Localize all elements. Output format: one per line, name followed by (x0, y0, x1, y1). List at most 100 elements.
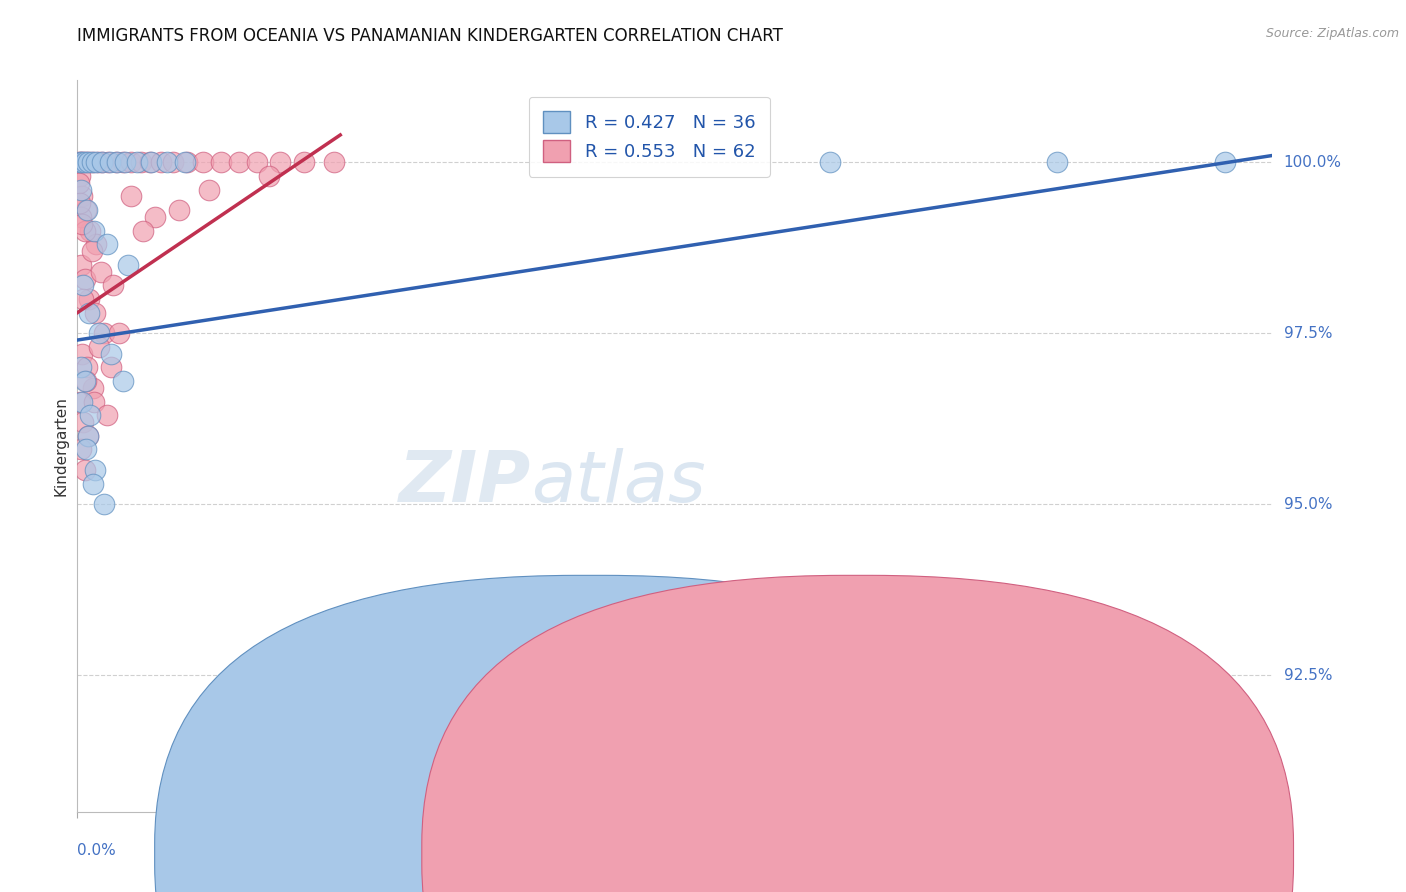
Point (114, 155, 136, 169)
Point (76, 360, 98, 375)
Legend: R = 0.427   N = 36, R = 0.553   N = 62: R = 0.427 N = 36, R = 0.553 N = 62 (529, 96, 769, 177)
Y-axis label: Kindergarten: Kindergarten (53, 396, 69, 496)
Point (79, 409, 101, 423)
Point (75, 442, 97, 457)
Point (132, 224, 155, 238)
Point (79, 306, 101, 320)
Point (156, 155, 179, 169)
Point (67, 155, 90, 169)
Point (84, 306, 107, 320)
Point (820, 155, 842, 169)
Point (127, 155, 149, 169)
Point (73, 155, 96, 169)
Point (1213, 155, 1236, 169)
Point (70, 155, 93, 169)
Text: 0.0%: 0.0% (77, 843, 117, 858)
Point (104, 155, 127, 169)
Text: 95.0%: 95.0% (1284, 497, 1331, 512)
Point (80, 155, 103, 169)
Point (100, 360, 122, 375)
Point (70, 217, 93, 231)
Point (75, 374, 97, 388)
Point (82, 155, 104, 169)
Point (93, 326, 115, 341)
Point (257, 169, 280, 183)
Point (69, 169, 91, 183)
Point (69, 196, 91, 211)
Point (72, 292, 94, 306)
Text: 100.0%: 100.0% (1284, 155, 1341, 169)
Point (80, 244, 103, 259)
Point (77, 429, 100, 443)
Point (93, 497, 115, 511)
Point (79, 155, 101, 169)
Text: IMMIGRANTS FROM OCEANIA VS PANAMANIAN KINDERGARTEN CORRELATION CHART: IMMIGRANTS FROM OCEANIA VS PANAMANIAN KI… (77, 27, 783, 45)
Point (294, 155, 316, 169)
Point (129, 155, 152, 169)
Point (111, 155, 134, 169)
Point (162, 155, 184, 169)
Text: Immigrants from Oceania: Immigrants from Oceania (612, 847, 789, 862)
Point (246, 155, 269, 169)
Point (120, 155, 142, 169)
Point (86, 155, 108, 169)
Point (96, 409, 118, 423)
Point (141, 155, 163, 169)
Point (98, 155, 121, 169)
Point (67, 176, 90, 190)
Point (69, 394, 91, 409)
Text: 97.5%: 97.5% (1284, 326, 1331, 341)
Point (79, 292, 101, 306)
Point (117, 258, 139, 272)
Point (103, 278, 124, 293)
Text: atlas: atlas (531, 448, 706, 517)
Point (70, 183, 93, 197)
Point (70, 258, 93, 272)
Point (82, 381, 104, 395)
Point (70, 155, 93, 169)
Point (176, 155, 198, 169)
Point (108, 326, 131, 341)
Point (82, 476, 104, 491)
Point (150, 155, 173, 169)
Point (174, 155, 197, 169)
Point (75, 203, 97, 218)
Point (84, 463, 107, 477)
Point (167, 203, 190, 218)
Point (86, 155, 108, 169)
Point (86, 237, 108, 252)
Point (1046, 155, 1069, 169)
Point (75, 155, 97, 169)
Point (70, 347, 93, 361)
Point (70, 189, 93, 203)
Point (270, 155, 292, 169)
Point (87, 326, 110, 341)
Text: ZIP: ZIP (399, 448, 531, 517)
Point (69, 155, 91, 169)
Point (100, 347, 122, 361)
Point (111, 374, 134, 388)
Point (120, 189, 142, 203)
Point (77, 155, 100, 169)
Point (197, 183, 219, 197)
Point (191, 155, 214, 169)
Point (96, 237, 118, 252)
Point (209, 155, 232, 169)
Text: Source: ZipAtlas.com: Source: ZipAtlas.com (1265, 27, 1399, 40)
Point (79, 224, 101, 238)
Point (139, 155, 162, 169)
Point (72, 155, 94, 169)
Point (105, 155, 128, 169)
Point (73, 463, 96, 477)
Point (83, 394, 105, 409)
Point (91, 155, 114, 169)
Point (97, 155, 120, 169)
Text: Immigrants from Oceania: Immigrants from Oceania (647, 843, 844, 858)
Point (77, 429, 100, 443)
Point (323, 155, 346, 169)
Point (70, 394, 93, 409)
Point (228, 155, 250, 169)
Text: 92.5%: 92.5% (1284, 667, 1331, 682)
Point (83, 224, 105, 238)
Point (70, 210, 93, 224)
